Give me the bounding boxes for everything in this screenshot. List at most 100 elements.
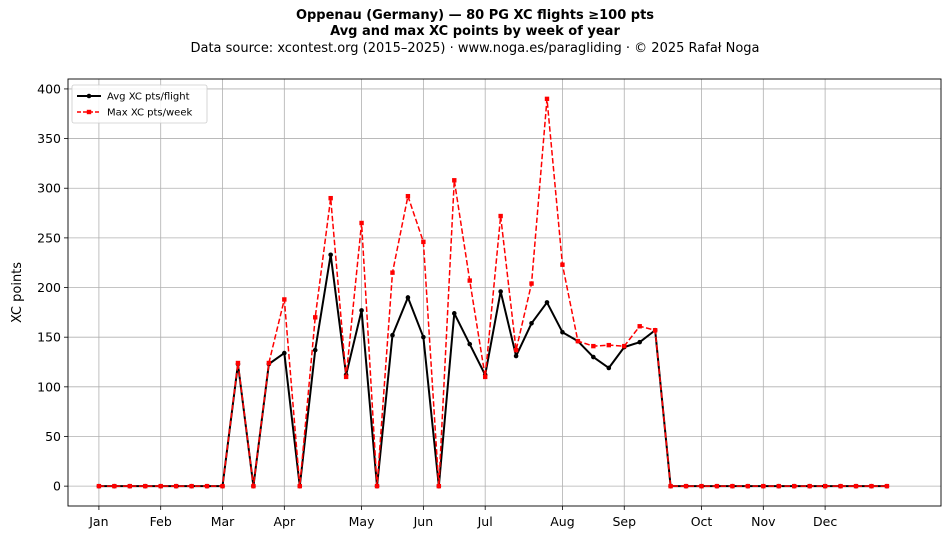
data-point	[220, 483, 225, 489]
data-point	[668, 483, 673, 489]
chart-title-line-2: Avg and max XC points by week of year	[330, 24, 620, 39]
data-point	[869, 483, 874, 489]
data-point	[622, 343, 627, 349]
data-point	[467, 278, 472, 283]
data-point	[822, 483, 828, 489]
x-tick-label: Nov	[751, 514, 776, 529]
y-tick-label: 300	[37, 181, 61, 196]
data-point	[297, 483, 302, 489]
data-point	[792, 483, 797, 489]
data-point	[173, 483, 179, 489]
y-tick-label: 150	[37, 330, 61, 345]
x-tick-label: Jan	[88, 514, 108, 529]
data-point	[560, 329, 565, 335]
data-point	[235, 360, 241, 366]
data-point	[343, 374, 349, 380]
legend-marker	[86, 109, 92, 115]
tick-layer: 0 50 100 150 200 250 300 350 400 Jan Feb Mar Apr May J…	[37, 81, 837, 529]
data-point	[560, 262, 565, 267]
legend-entry-label: Max XC pts/week	[107, 108, 192, 119]
data-point	[637, 339, 642, 345]
x-tick-label: Jun	[413, 514, 434, 529]
data-point	[405, 295, 411, 300]
legend-marker	[86, 93, 92, 99]
data-point	[482, 374, 488, 380]
data-point	[158, 483, 163, 489]
x-tick-label: Oct	[691, 514, 713, 529]
data-point	[544, 96, 550, 102]
data-point	[204, 483, 210, 489]
y-tick-label: 200	[37, 280, 61, 295]
data-point	[405, 193, 411, 199]
data-point	[683, 483, 689, 489]
x-tick-label: Apr	[274, 514, 296, 529]
data-point	[591, 343, 596, 349]
data-point	[189, 483, 194, 489]
x-tick-label: Mar	[211, 514, 235, 529]
chart-title-line-1: Oppenau (Germany) — 80 PG XC flights ≥10…	[295, 8, 655, 23]
x-tick-label: Feb	[150, 514, 172, 529]
data-point	[699, 483, 704, 489]
chart-subtitle: Data source: xcontest.org (2015–2025) · …	[190, 41, 760, 56]
x-tick-label: Dec	[813, 514, 837, 529]
data-point	[730, 483, 735, 489]
x-tick-label: Aug	[550, 514, 574, 529]
data-point	[637, 324, 642, 329]
y-tick-label: 50	[45, 429, 61, 444]
series-layer	[96, 96, 890, 489]
data-point	[529, 320, 534, 326]
data-point	[328, 252, 333, 258]
series-line	[98, 253, 887, 488]
data-point	[312, 347, 318, 353]
grid-layer	[68, 79, 941, 506]
data-point	[807, 483, 812, 489]
data-point	[359, 220, 364, 226]
data-point	[421, 334, 426, 340]
data-point	[544, 300, 550, 305]
x-tick-label: Jul	[477, 514, 493, 529]
data-point	[838, 483, 843, 489]
data-point	[313, 315, 318, 320]
y-tick-label: 350	[37, 131, 61, 146]
series-max	[96, 96, 890, 489]
data-point	[112, 483, 117, 489]
data-point	[96, 483, 102, 489]
data-point	[714, 483, 720, 489]
data-point	[143, 483, 148, 489]
data-point	[606, 342, 611, 348]
data-point	[467, 341, 473, 347]
data-point	[328, 195, 333, 201]
x-tick-label: May	[349, 514, 375, 529]
x-tick-label: Sep	[612, 514, 636, 529]
data-point	[282, 350, 287, 356]
y-axis-label: XC points	[10, 262, 25, 323]
data-point	[606, 365, 612, 371]
data-point	[266, 360, 272, 366]
y-tick-label: 250	[37, 230, 61, 245]
data-point	[745, 483, 751, 489]
legend-box	[71, 84, 208, 124]
data-point	[282, 297, 287, 302]
data-point	[359, 308, 364, 313]
y-tick-label: 0	[53, 479, 61, 494]
legend: Avg XC pts/flight Max XC pts/week	[71, 84, 208, 124]
data-point	[390, 270, 395, 275]
data-point	[513, 347, 519, 353]
data-point	[776, 483, 781, 489]
legend-entry-label: Avg XC pts/flight	[107, 92, 190, 103]
data-point	[529, 281, 534, 286]
y-tick-label: 100	[37, 379, 61, 394]
y-tick-label: 400	[37, 81, 61, 96]
data-point	[390, 332, 395, 338]
data-point	[451, 311, 457, 316]
series-line	[98, 98, 887, 487]
data-point	[452, 178, 457, 183]
data-point	[436, 483, 442, 489]
data-point	[513, 353, 519, 359]
data-point	[652, 328, 658, 333]
data-point	[374, 483, 380, 489]
title-block: Oppenau (Germany) — 80 PG XC flights ≥10…	[0, 8, 950, 58]
plot-frame	[67, 78, 942, 507]
data-point	[591, 354, 596, 360]
